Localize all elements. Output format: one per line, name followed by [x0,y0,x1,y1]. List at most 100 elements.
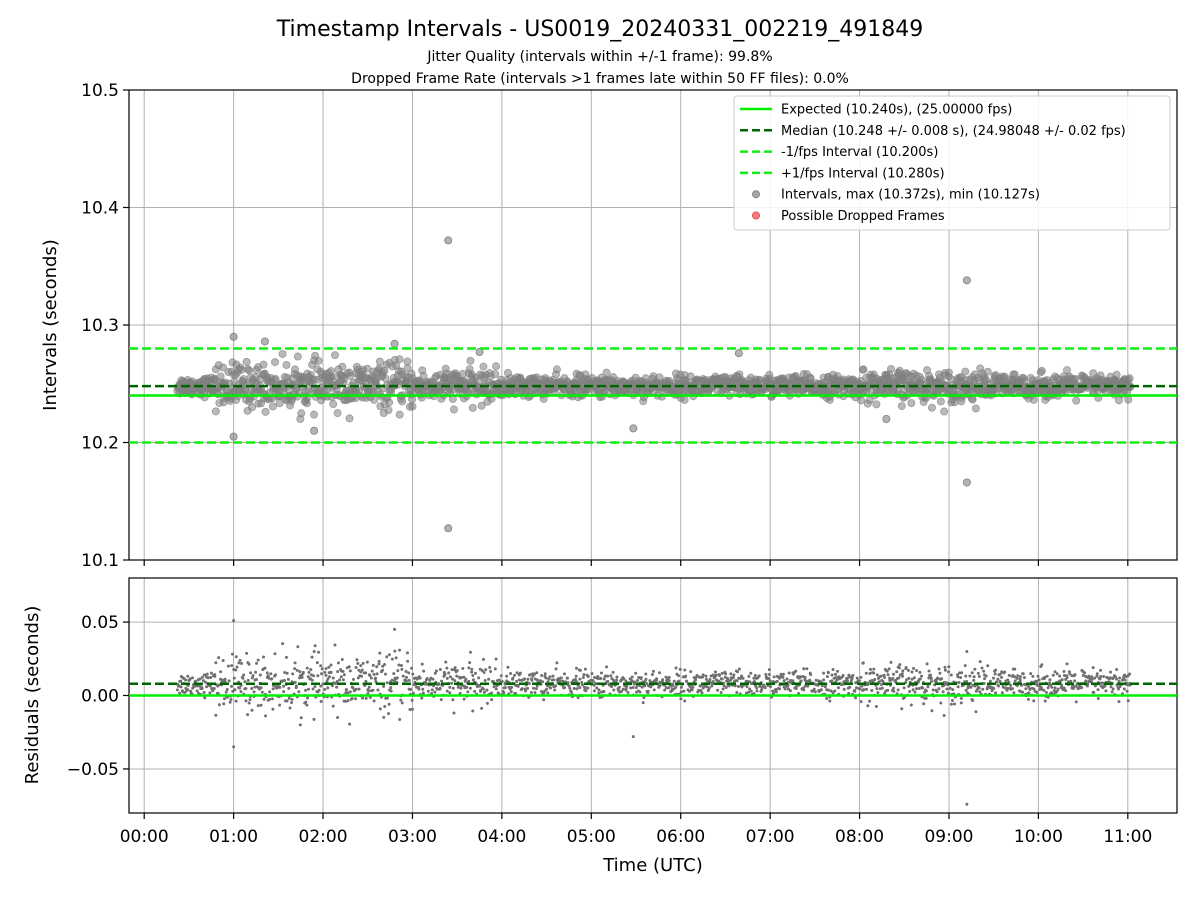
residual-point [247,701,251,705]
legend-dot-swatch [752,211,761,220]
residual-point [401,674,405,678]
residual-point [217,703,221,707]
residual-point [634,671,638,675]
residual-point [320,672,324,676]
interval-point [219,363,228,372]
residual-point [291,672,295,676]
residual-point [245,651,249,655]
residual-point [408,708,412,712]
residual-point [438,668,442,672]
residual-point [268,690,272,694]
residual-point [918,670,922,674]
residual-point [410,698,414,702]
residual-point [626,691,630,695]
residual-point [683,668,687,672]
interval-point [408,402,417,411]
residual-point [578,677,582,681]
residual-point [493,667,497,671]
interval-point [492,362,501,371]
residual-point [947,670,951,674]
residual-point [554,667,558,671]
residual-point [505,674,509,678]
interval-point [680,395,689,404]
residual-point [262,697,266,701]
residual-point [411,672,415,676]
residual-point [270,697,274,701]
residual-point [298,670,302,674]
residual-point [1018,675,1022,679]
x-tick-label: 07:00 [746,827,795,847]
residual-point [1035,690,1039,694]
residual-point [910,670,914,674]
residual-point [1036,674,1040,678]
residual-point [324,673,328,677]
residual-point [886,673,890,677]
residual-point [1021,672,1025,676]
residual-point [281,642,285,646]
residual-point [559,676,563,680]
residual-point [254,678,258,682]
residual-point [409,687,413,691]
residual-point [605,665,609,669]
residual-point [929,673,933,677]
interval-point [1037,366,1046,375]
interval-point [857,396,866,405]
residual-point [488,665,492,669]
residual-point [364,696,368,700]
residual-point [640,685,644,689]
residual-point [611,670,615,674]
interval-point [897,402,906,411]
residual-point [406,659,410,663]
residual-point [755,689,759,693]
interval-point [1029,395,1038,404]
residual-point [487,677,491,681]
residual-point [980,666,984,670]
residual-point [378,707,382,711]
residual-point [848,675,852,679]
residual-point [886,688,890,692]
residual-point [223,677,227,681]
residual-point [864,687,868,691]
residual-point [891,676,895,680]
residual-point [767,668,771,672]
residual-point [833,689,837,693]
residual-point [376,688,380,692]
residual-point [242,673,246,677]
residual-point [602,689,606,693]
residual-point [503,686,507,690]
residual-point [453,679,457,683]
residual-point [500,679,504,683]
residual-point [382,684,386,688]
residual-point [305,703,309,707]
residual-point [767,672,771,676]
residual-point [467,679,471,683]
residual-point [918,677,922,681]
interval-point [468,403,477,412]
residual-point [548,675,552,679]
residual-point [1000,675,1004,679]
residual-point [418,676,422,680]
residual-point [599,676,603,680]
residual-point [360,674,364,678]
residual-point [992,676,996,680]
residual-point [250,708,254,712]
residual-point [514,680,518,684]
y-tick-label: 10.1 [81,551,119,571]
residual-point [524,689,528,693]
residual-point [981,687,985,691]
residual-point [354,666,358,670]
residual-point [529,691,533,695]
interval-outlier-point [475,348,484,357]
residual-point [729,672,733,676]
residual-point [927,669,931,673]
residual-point [494,687,498,691]
residual-point [305,696,309,700]
residual-point [674,686,678,690]
residual-point [549,686,553,690]
residual-point [534,687,538,691]
residual-point [864,671,868,675]
intervals-panel: 10.1 10.2 10.3 10.4 10.5 Intervals (seconds) [40,81,1178,571]
residual-point [535,684,539,688]
residual-point [565,676,569,680]
residual-point [846,679,850,683]
